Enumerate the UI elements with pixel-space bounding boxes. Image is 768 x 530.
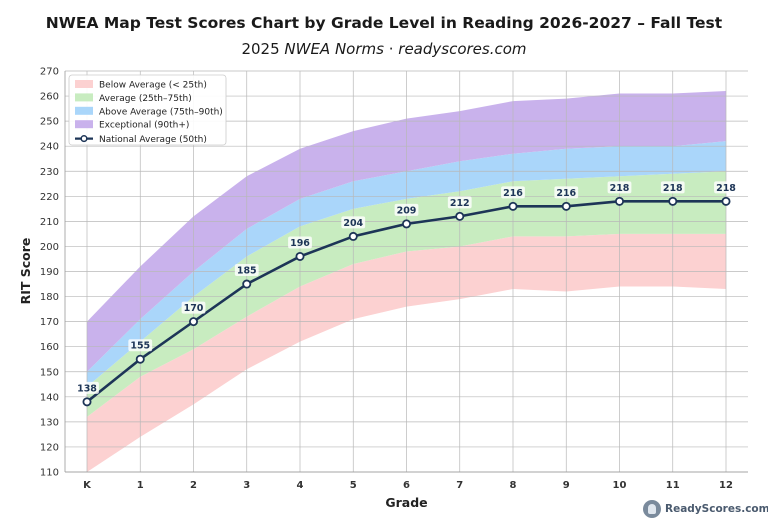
data-label-bg-9 [554,186,579,199]
y-tick-label-16: 270 [40,67,59,78]
legend-marker [80,135,88,143]
data-point-5 [348,231,358,241]
data-label-bg-2 [181,301,206,314]
y-tick-label-11: 220 [40,192,59,203]
data-label-bg-11 [660,181,685,194]
data-point-4 [295,251,305,261]
y-tick-label-3: 140 [40,392,59,403]
legend-label-0: Below Average (< 25th) [99,81,207,91]
legend-label-1: Average (25th–75th) [99,94,192,104]
y-tick-label-14: 250 [40,117,59,128]
legend: Below Average (< 25th) Average (25th–75th… [68,74,227,146]
data-label-1: 155 [130,341,150,352]
y-tick-label-8: 190 [40,267,59,278]
x-tick-label-0: K [83,480,92,491]
legend-swatch-0 [75,80,93,88]
data-label-11: 218 [663,183,683,194]
national-average-series: 138 155 170 185 196 204 209 212 216 216 218 218 218 [75,181,738,407]
subtitle-separator: · [383,40,399,58]
data-label-bg-1 [128,339,153,352]
chart-subtitle: 2025 NWEA Norms · readyscores.com [0,40,768,58]
data-point-10 [615,196,625,206]
x-tick-label-2: 2 [190,480,197,491]
y-tick-label-12: 230 [40,167,59,178]
brand-label: ReadyScores.com [665,503,768,515]
data-label-bg-7 [447,196,472,209]
y-tick-label-4: 150 [40,367,59,378]
data-label-6: 209 [397,205,417,216]
data-label-5: 204 [343,218,363,229]
x-tick-label-11: 11 [666,480,680,491]
data-label-bg-8 [501,186,525,199]
x-tick-label-8: 8 [510,480,517,491]
data-label-bg-3 [234,264,259,277]
data-label-0: 138 [77,383,97,394]
data-point-9 [561,201,571,211]
data-label-bg-6 [394,203,419,216]
data-label-4: 196 [290,238,310,249]
data-point-2 [188,317,198,327]
owl-logo-icon [643,500,661,518]
y-tick-label-9: 200 [40,242,59,253]
legend-label-2: Above Average (75th–90th) [99,107,223,117]
data-label-2: 170 [184,303,204,314]
legend-swatch-2 [75,106,93,115]
x-tick-label-3: 3 [243,480,250,491]
y-tick-label-7: 180 [40,292,59,303]
data-point-8 [508,201,518,211]
data-label-bg-0 [75,381,99,394]
data-label-bg-12 [714,181,738,194]
x-axis-label: Grade [385,495,427,510]
axes: 1101201301401501601701801902002102202302… [40,67,748,491]
subtitle-norms: NWEA Norms [284,40,384,58]
legend-box [68,74,227,146]
data-point-6 [401,219,411,229]
y-tick-label-2: 130 [40,417,59,428]
y-tick-label-0: 110 [40,468,59,479]
x-tick-label-10: 10 [613,480,627,491]
data-point-12 [721,196,731,206]
data-label-8: 216 [503,188,523,199]
x-tick-label-7: 7 [456,480,463,491]
x-tick-label-1: 1 [137,480,144,491]
data-label-bg-5 [341,216,366,229]
readyscores-brand: ReadyScores.com [643,499,768,519]
data-point-11 [668,196,678,206]
y-tick-label-13: 240 [40,142,59,153]
y-tick-label-5: 160 [40,342,59,353]
y-tick-label-15: 260 [40,92,59,103]
data-label-bg-4 [288,236,312,249]
x-tick-label-12: 12 [719,480,733,491]
subtitle-year: 2025 [241,40,285,58]
subtitle-site: readyscores.com [398,40,527,58]
data-label-bg-10 [607,181,632,194]
data-point-7 [455,211,465,221]
x-tick-label-5: 5 [350,480,357,491]
data-point-3 [242,279,252,289]
data-label-9: 216 [556,188,576,199]
chart-title: NWEA Map Test Scores Chart by Grade Leve… [45,14,723,32]
data-label-3: 185 [237,266,257,277]
legend-label-3: Exceptional (90th+) [99,121,189,131]
data-point-0 [82,397,92,407]
legend-label-series: National Average (50th) [99,135,207,145]
y-tick-label-1: 120 [40,442,59,453]
data-label-10: 218 [610,183,630,194]
data-label-12: 218 [716,183,736,194]
x-tick-label-4: 4 [297,480,304,491]
legend-swatch-1 [75,93,93,102]
x-tick-label-9: 9 [563,480,570,491]
y-tick-label-10: 210 [40,217,59,228]
y-tick-label-6: 170 [40,317,59,328]
data-label-7: 212 [450,198,470,209]
legend-swatch-3 [75,120,93,129]
data-point-1 [135,354,145,364]
x-tick-label-6: 6 [403,480,410,491]
y-axis-label: RIT Score [18,238,33,305]
